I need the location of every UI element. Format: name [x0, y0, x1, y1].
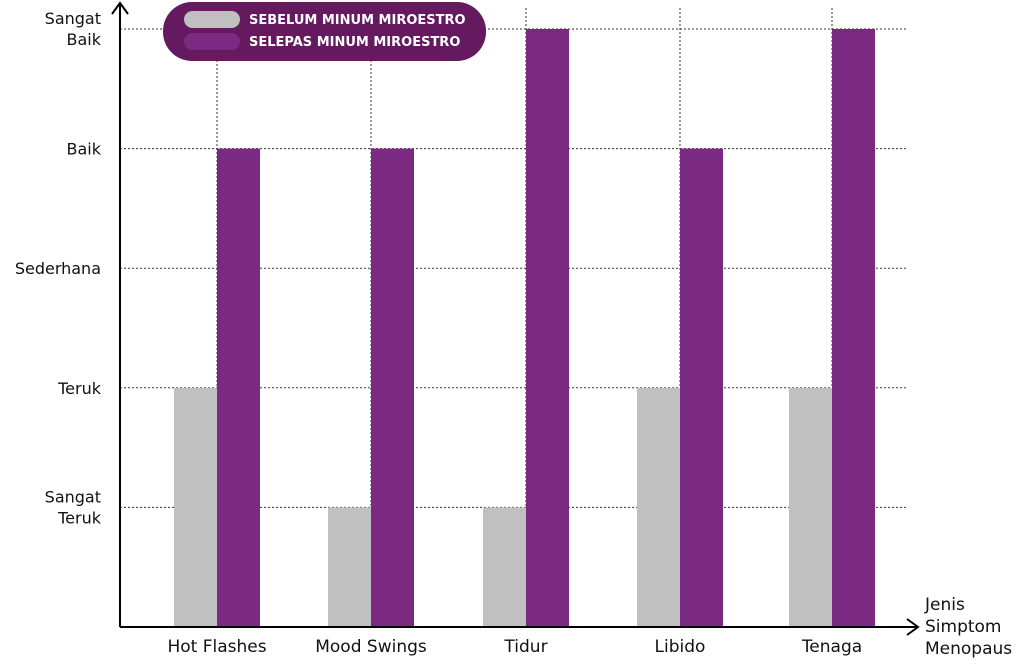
y-tick-label: Baik: [67, 140, 102, 159]
legend-label: SELEPAS MINUM MIROESTRO: [249, 35, 460, 50]
x-axis-title: Jenis Simptom Menopaus: [924, 595, 1012, 659]
x-tick-label: Mood Swings: [315, 637, 427, 657]
bar-after: [217, 148, 260, 627]
x-tick-label: Tidur: [503, 637, 547, 657]
x-axis-arrow: [906, 618, 920, 636]
y-tick-label: Sederhana: [15, 259, 101, 278]
y-axis-arrow: [111, 1, 129, 15]
bar-after: [832, 29, 875, 627]
legend-swatch: [184, 33, 240, 50]
y-tick-label: Sangat Baik: [45, 9, 102, 49]
legend-label: SEBELUM MINUM MIROESTRO: [249, 13, 466, 28]
legend-background: [163, 2, 486, 61]
x-tick-label: Libido: [655, 637, 706, 657]
bar-before: [328, 507, 371, 627]
x-tick-label: Hot Flashes: [167, 637, 266, 657]
bar-after: [680, 148, 723, 627]
bar-after: [526, 29, 569, 627]
y-tick-label: Teruk: [57, 379, 102, 398]
bar-before: [483, 507, 526, 627]
legend: SEBELUM MINUM MIROESTRO SELEPAS MINUM MIR…: [163, 2, 486, 61]
bar-before: [174, 387, 217, 627]
bar-before: [637, 387, 680, 627]
legend-swatch: [184, 11, 240, 28]
bar-after: [371, 148, 414, 627]
bar-before: [789, 387, 832, 627]
x-tick-label: Tenaga: [801, 637, 862, 657]
y-tick-label: Sangat Teruk: [45, 487, 102, 527]
